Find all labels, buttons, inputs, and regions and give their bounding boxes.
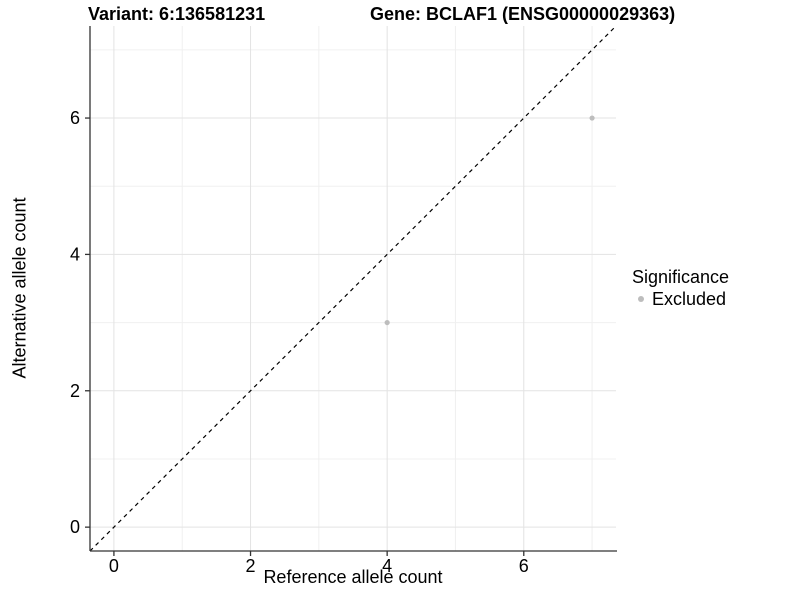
- x-tick-label: 4: [382, 556, 392, 576]
- x-tick-label: 6: [519, 556, 529, 576]
- legend-title: Significance: [632, 267, 730, 287]
- y-tick-label: 4: [70, 244, 80, 264]
- plot-title-variant: Variant: 6:136581231: [88, 4, 266, 24]
- legend-item: Excluded: [632, 288, 729, 310]
- data-point: [589, 115, 595, 121]
- x-tick-label: 0: [109, 556, 119, 576]
- plot-title-gene: Gene: BCLAF1 (ENSG00000029363): [370, 4, 676, 24]
- y-axis-title: Alternative allele count: [9, 197, 30, 379]
- identity-dashed-line: [89, 25, 617, 552]
- legend-item-label: Excluded: [652, 289, 727, 309]
- y-tick-label: 0: [70, 517, 80, 537]
- x-tick-label: 2: [246, 556, 256, 576]
- data-point: [384, 319, 390, 326]
- y-tick-label: 2: [70, 381, 80, 401]
- legend-marker-circle-icon: [638, 296, 644, 302]
- x-axis-title: Reference allele count: [263, 567, 443, 587]
- legend: Significance Excluded: [632, 266, 729, 310]
- y-tick-label: 6: [70, 108, 80, 128]
